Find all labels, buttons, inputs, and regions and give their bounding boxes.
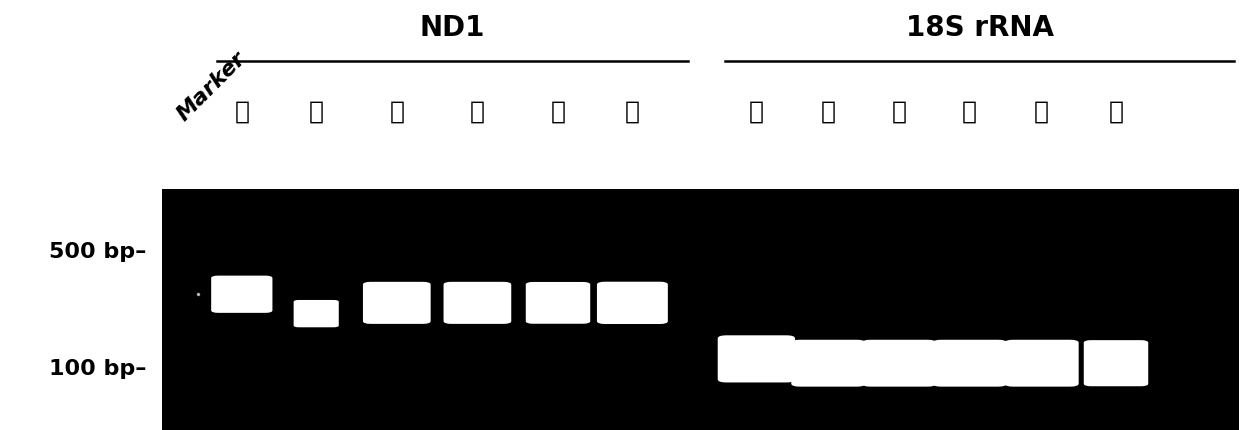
Text: 牛: 牛 — [1034, 100, 1049, 124]
FancyBboxPatch shape — [596, 282, 668, 324]
Text: 鸡: 鸡 — [309, 100, 324, 124]
Text: Marker: Marker — [174, 48, 250, 125]
Text: 鸭: 鸭 — [892, 100, 906, 124]
Text: 猪: 猪 — [234, 100, 249, 124]
FancyBboxPatch shape — [791, 340, 866, 387]
Text: 兔: 兔 — [470, 100, 485, 124]
Text: 100 bp–: 100 bp– — [48, 358, 146, 378]
FancyBboxPatch shape — [1084, 341, 1148, 387]
FancyBboxPatch shape — [211, 276, 273, 313]
Text: 牛: 牛 — [551, 100, 565, 124]
FancyBboxPatch shape — [718, 335, 795, 383]
FancyBboxPatch shape — [1004, 340, 1079, 387]
Text: 羊: 羊 — [1109, 100, 1123, 124]
Text: 羊: 羊 — [625, 100, 640, 124]
Text: 18S rRNA: 18S rRNA — [905, 14, 1054, 42]
FancyBboxPatch shape — [294, 300, 339, 328]
FancyBboxPatch shape — [363, 282, 430, 324]
Text: ND1: ND1 — [420, 14, 485, 42]
Text: 鸭: 鸭 — [389, 100, 404, 124]
FancyBboxPatch shape — [162, 189, 1239, 430]
Text: 猪: 猪 — [749, 100, 764, 124]
FancyBboxPatch shape — [932, 340, 1007, 387]
Text: 兔: 兔 — [962, 100, 977, 124]
FancyBboxPatch shape — [862, 340, 936, 387]
Text: 500 bp–: 500 bp– — [48, 242, 146, 261]
FancyBboxPatch shape — [526, 283, 590, 324]
FancyBboxPatch shape — [444, 282, 511, 324]
Text: 鸡: 鸡 — [821, 100, 836, 124]
